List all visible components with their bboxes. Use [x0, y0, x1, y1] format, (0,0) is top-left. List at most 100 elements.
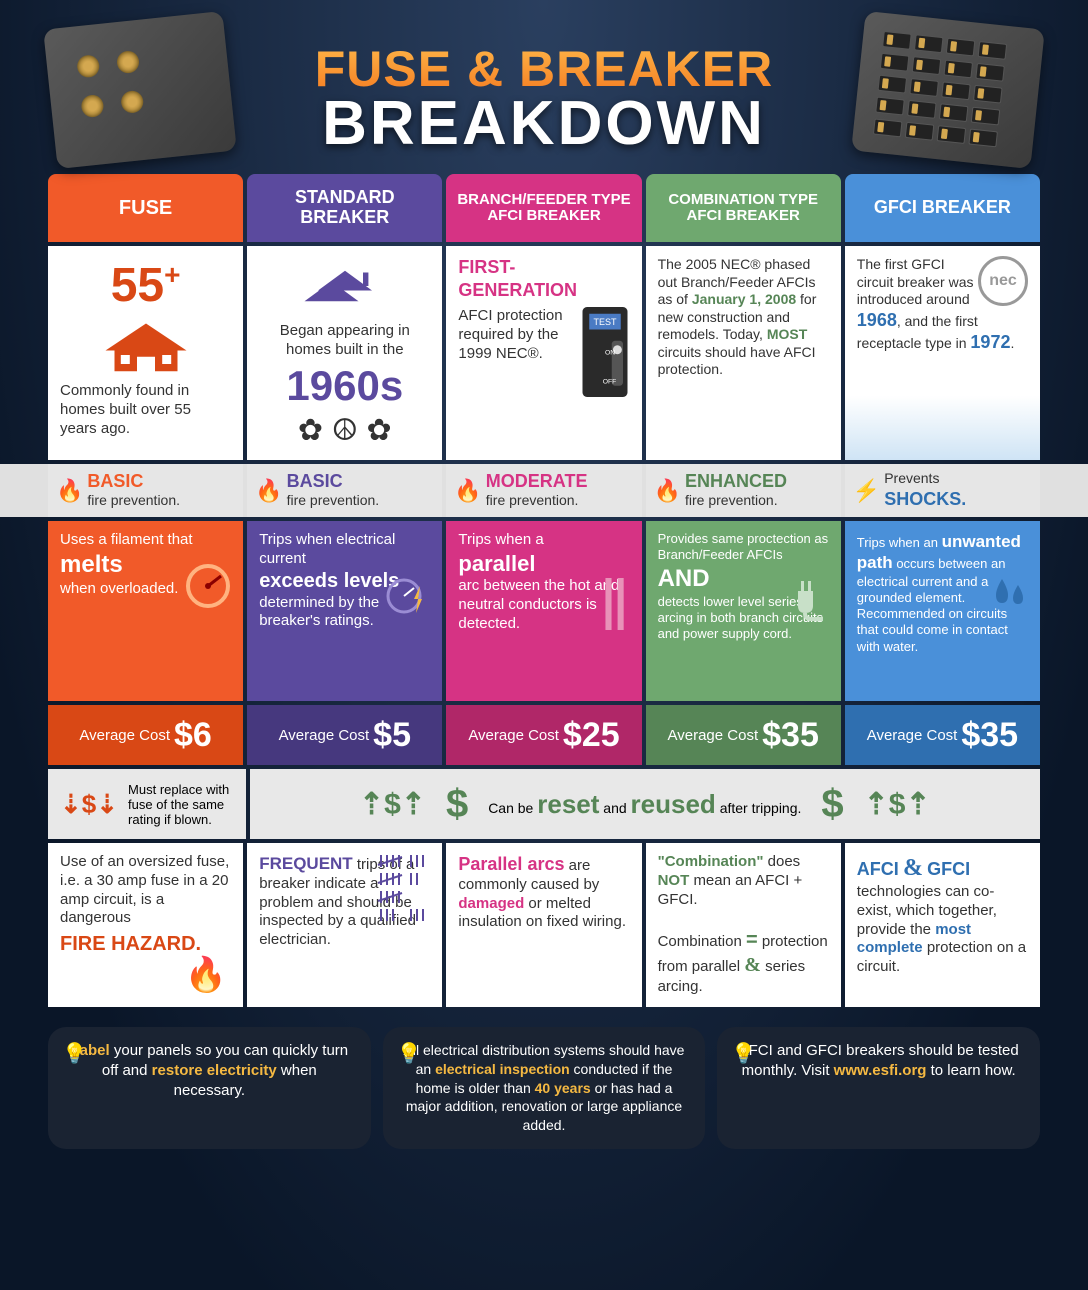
col-head-branch: BRANCH/FEEDER TYPE AFCI BREAKER: [446, 174, 641, 242]
gfci-t1: The first GFCI circuit breaker was intro…: [857, 256, 974, 307]
fire-combo: 🔥ENHANCEDfire prevention.: [646, 464, 841, 518]
flame-icon: 🔥: [654, 477, 681, 505]
dollar-up-icon: ⇡$⇡: [864, 787, 931, 822]
mech-gfci-t1: Trips when an: [857, 535, 938, 550]
header: FUSE & BREAKER BREAKDOWN: [0, 0, 1088, 174]
note-combo-t3: Combination: [658, 933, 742, 950]
bolt-icon: ⚡: [853, 477, 880, 505]
svg-text:TEST: TEST: [593, 317, 617, 327]
lightbulb-icon: 💡: [62, 1041, 87, 1068]
flame-icon: 🔥: [56, 477, 83, 505]
fire-std-sub: fire prevention.: [287, 492, 380, 508]
fire-fuse-sub: fire prevention.: [87, 492, 180, 508]
reset-post: after tripping.: [720, 800, 802, 816]
mech-std-t1: Trips when electrical current: [259, 531, 395, 567]
svg-text:ON: ON: [605, 349, 615, 356]
reset-w1: reset: [537, 789, 599, 819]
gfci-year1: 1968: [857, 310, 897, 330]
fire-std: 🔥BASICfire prevention.: [247, 464, 442, 518]
tip3-t2: to learn how.: [926, 1062, 1015, 1079]
peace-decoration: ✿ ☮ ✿: [259, 412, 430, 450]
reset-mid: and: [603, 800, 626, 816]
cost-branch-val: $25: [563, 714, 620, 757]
note-branch: Parallel arcs are commonly caused by dam…: [446, 843, 641, 1007]
row-notes: Use of an oversized fuse, i.e. a 30 amp …: [0, 843, 1088, 1007]
tip2-hl1: electrical inspection: [435, 1061, 570, 1077]
cost-label: Average Cost: [79, 728, 170, 743]
cell-combo-history: The 2005 NEC® phased out Branch/Feeder A…: [646, 246, 841, 460]
tip-2: 💡 All electrical distribution systems sh…: [383, 1027, 706, 1149]
cost-combo: Average Cost$35: [646, 705, 841, 765]
fuse-age-plus: +: [164, 259, 180, 290]
flame-icon: 🔥: [185, 954, 227, 997]
house-icon: [300, 256, 390, 316]
note-gfci-t1: technologies can co-exist, which togethe…: [857, 883, 997, 938]
reset-fuse-text: Must replace with fuse of the same ratin…: [128, 782, 234, 827]
fire-combo-sub: fire prevention.: [685, 492, 778, 508]
cost-label: Average Cost: [468, 728, 559, 743]
flame-icon: 🔥: [454, 477, 481, 505]
branch-heading: FIRST- GENERATION: [458, 256, 629, 301]
cost-label: Average Cost: [668, 728, 759, 743]
column-headers: FUSE STANDARD BREAKER BRANCH/FEEDER TYPE…: [0, 174, 1088, 242]
gauge-icon: [183, 561, 233, 611]
fire-gfci: ⚡Prevents SHOCKS.: [845, 464, 1040, 518]
combo-t3: circuits should have AFCI protection.: [658, 344, 816, 378]
col-head-gfci: GFCI BREAKER: [845, 174, 1040, 242]
house-icon: [101, 316, 191, 376]
cost-gfci-val: $35: [961, 714, 1018, 757]
note-std: FREQUENT trips of a breaker indicate a p…: [247, 843, 442, 1007]
row-mechanism: Uses a filament that melts when overload…: [0, 521, 1088, 701]
tips-row: 💡 Label your panels so you can quickly t…: [0, 1015, 1088, 1149]
fire-branch: 🔥MODERATEfire prevention.: [446, 464, 641, 518]
fire-fuse-level: BASIC: [87, 471, 143, 491]
row-history: 55+ Commonly found in homes built over 5…: [0, 246, 1088, 460]
fire-gfci-level: SHOCKS.: [884, 489, 966, 509]
row-cost: Average Cost$6 Average Cost$5 Average Co…: [0, 705, 1088, 765]
cost-combo-val: $35: [762, 714, 819, 757]
note-combo-amp: &: [744, 954, 761, 976]
note-gfci: AFCI & GFCI technologies can co-exist, w…: [845, 843, 1040, 1007]
note-fuse-t: Use of an oversized fuse, i.e. a 30 amp …: [60, 853, 229, 926]
mech-fuse-t1: Uses a filament that: [60, 531, 193, 548]
tip2-hl2: 40 years: [535, 1080, 591, 1096]
flame-icon: 🔥: [255, 477, 282, 505]
nec-badge-icon: nec: [978, 256, 1028, 306]
fire-combo-level: ENHANCED: [685, 471, 787, 491]
cost-fuse-val: $6: [174, 714, 212, 757]
reset-breakers: ⇡$⇡ $ Can be reset and reused after trip…: [250, 769, 1040, 839]
mech-fuse: Uses a filament that melts when overload…: [48, 521, 243, 701]
mech-gfci: Trips when an unwanted path occurs betwe…: [845, 521, 1040, 701]
std-history-lead: Began appearing in homes built in the: [280, 322, 410, 358]
note-branch-hl2: damaged: [458, 895, 524, 912]
cost-fuse: Average Cost $6: [48, 705, 243, 765]
cost-std: Average Cost$5: [247, 705, 442, 765]
dollar-down-icon: ⇣$⇣: [60, 789, 118, 820]
note-fuse-hl: FIRE HAZARD.: [60, 932, 231, 957]
cost-std-val: $5: [373, 714, 411, 757]
reset-fuse: ⇣$⇣ Must replace with fuse of the same r…: [48, 769, 246, 839]
note-std-hl: FREQUENT: [259, 854, 353, 873]
dollar-up-icon: $: [821, 782, 843, 827]
note-fuse: Use of an oversized fuse, i.e. a 30 amp …: [48, 843, 243, 1007]
gauge-bolt-icon: [384, 571, 434, 621]
fire-gfci-pre: Prevents: [884, 470, 939, 486]
mech-branch-hl: parallel: [458, 550, 629, 578]
gfci-t3: .: [1010, 335, 1014, 351]
fuse-history-text: Commonly found in homes built over 55 ye…: [60, 382, 191, 437]
col-head-fuse: FUSE: [48, 174, 243, 242]
svg-text:OFF: OFF: [602, 379, 616, 386]
note-combo-q: "Combination": [658, 853, 764, 870]
col-head-std: STANDARD BREAKER: [247, 174, 442, 242]
plug-icon: [783, 571, 833, 621]
fire-branch-sub: fire prevention.: [486, 492, 579, 508]
mech-branch-t1: Trips when a: [458, 531, 543, 548]
combo-date: January 1, 2008: [692, 291, 796, 307]
row-reset: ⇣$⇣ Must replace with fuse of the same r…: [0, 769, 1088, 839]
mech-std: Trips when electrical current exceeds le…: [247, 521, 442, 701]
std-year: 1960s: [259, 360, 430, 413]
tip-1: 💡 Label your panels so you can quickly t…: [48, 1027, 371, 1149]
mech-fuse-t2: when overloaded.: [60, 580, 178, 597]
fire-branch-level: MODERATE: [486, 471, 588, 491]
note-combo-t1: does: [768, 853, 801, 870]
